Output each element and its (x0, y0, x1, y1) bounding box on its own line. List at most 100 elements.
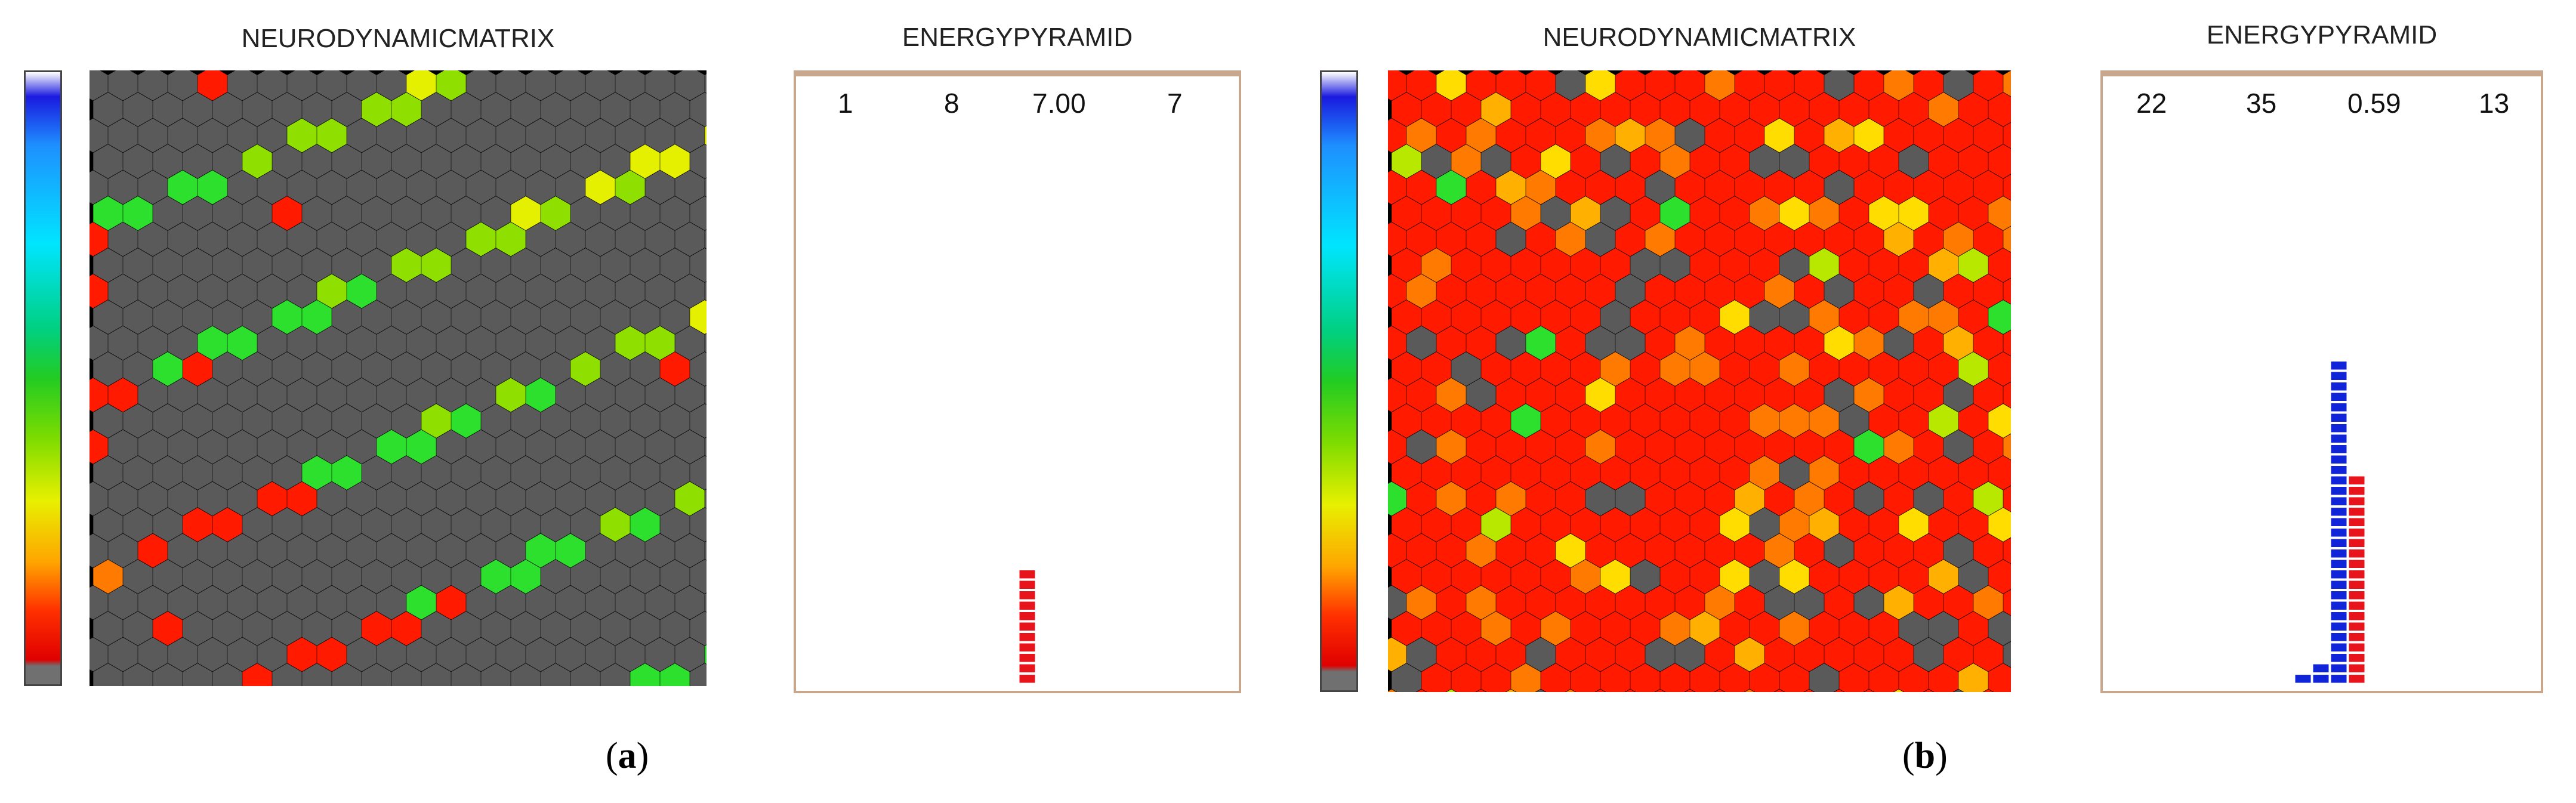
hex-cell (90, 637, 108, 672)
hex-cell (1600, 404, 1630, 438)
hex-cell (451, 300, 481, 334)
hex-cell (1690, 300, 1720, 334)
hex-cell (362, 144, 391, 178)
hex-cell (556, 326, 585, 360)
hex-cell (1929, 92, 1958, 126)
caption-a: (a) (606, 736, 649, 776)
hex-cell (541, 300, 570, 334)
hex-cell (645, 481, 675, 516)
hex-cell (227, 637, 257, 672)
hex-cell (1929, 560, 1958, 594)
hex-cell (541, 663, 570, 686)
hex-cell (585, 118, 615, 153)
hex-cell (451, 611, 481, 646)
hex-cell (600, 248, 630, 282)
hex-cell (1809, 663, 1839, 692)
hex-cell (1585, 274, 1615, 308)
hex-cell (675, 378, 705, 412)
hex-cell (1764, 70, 1794, 101)
hex-cell (1630, 663, 1660, 692)
hex-cell (1615, 533, 1645, 568)
hex-cell (1809, 508, 1839, 542)
hex-cell (481, 144, 511, 178)
hex-cell (1466, 118, 1496, 153)
hex-cell (541, 92, 570, 126)
hex-cell (1854, 326, 1884, 360)
hex-cell (317, 430, 347, 464)
hex-cell (436, 481, 466, 516)
energy-pyramid-a: 1 8 7.00 7 (794, 70, 1241, 693)
hex-cell (1973, 222, 2003, 257)
hex-cell (406, 326, 436, 360)
hex-cell (421, 300, 451, 334)
hex-cell (1496, 222, 1526, 257)
hex-cell (183, 456, 212, 490)
hex-cell (556, 481, 585, 516)
hex-cell (1392, 196, 1421, 230)
pyramid-block (2348, 528, 2365, 538)
hex-cell (1451, 560, 1481, 594)
hex-cell (1506, 689, 1516, 692)
hex-cell (1983, 689, 1993, 692)
pyramid-title-a: ENERGYPYRAMID (902, 23, 1133, 52)
hex-cell (1660, 300, 1690, 334)
hex-cell (1720, 92, 1750, 126)
hex-cell (481, 196, 511, 230)
hex-cell (436, 585, 466, 620)
hex-cell (496, 222, 526, 257)
hex-cell (1973, 70, 2003, 101)
hex-cell (1481, 196, 1511, 230)
hex-cell (675, 533, 705, 568)
hex-cell (1436, 533, 1466, 568)
hex-cell (1675, 481, 1705, 516)
hex-cell (1541, 456, 1571, 490)
hex-cell (1451, 144, 1481, 178)
hex-cell (1899, 611, 1929, 646)
hex-cell (705, 74, 707, 93)
hex-cell (615, 222, 645, 257)
hex-cell (1854, 585, 1884, 620)
hex-cell (1958, 456, 1988, 490)
hex-cell (347, 118, 377, 153)
hex-cell (93, 144, 123, 178)
hex-cell (377, 481, 406, 516)
hex-cell (212, 611, 242, 646)
hex-cell (615, 533, 645, 568)
hex-cell (541, 404, 570, 438)
hex-cell (585, 637, 615, 672)
hex-cell (138, 533, 168, 568)
hex-cell (645, 326, 675, 360)
hex-cell (391, 196, 421, 230)
hex-cell (1720, 456, 1750, 490)
hex-cell (1388, 70, 1406, 101)
hex-cell (1854, 70, 1884, 101)
hex-cell (1958, 663, 1988, 692)
hex-cell (1869, 611, 1899, 646)
hex-cell (1536, 689, 1545, 692)
hex-cell (1929, 300, 1958, 334)
hex-cell (496, 481, 526, 516)
hex-cell (257, 481, 287, 516)
hex-cell (377, 378, 406, 412)
hex-cell (1421, 196, 1451, 230)
hex-cell (1526, 70, 1556, 101)
hex-cell (198, 481, 227, 516)
hex-cell (377, 274, 406, 308)
hex-cell (183, 352, 212, 386)
hex-cell (1750, 144, 1779, 178)
hex-cell (377, 533, 406, 568)
hex-cell (1899, 456, 1929, 490)
hex-cell (1854, 430, 1884, 464)
hex-cell (1675, 118, 1705, 153)
hex-cell (451, 144, 481, 178)
hex-cell (1690, 663, 1720, 692)
hex-cell (1869, 300, 1899, 334)
hex-cell (1943, 170, 1973, 205)
hex-cell (168, 274, 198, 308)
hex-cell (1645, 70, 1675, 101)
hex-cell (1764, 378, 1794, 412)
hex-cell (123, 248, 153, 282)
hex-cell (1388, 585, 1406, 620)
hex-cell (332, 300, 362, 334)
pyramid-block (1019, 611, 1036, 621)
